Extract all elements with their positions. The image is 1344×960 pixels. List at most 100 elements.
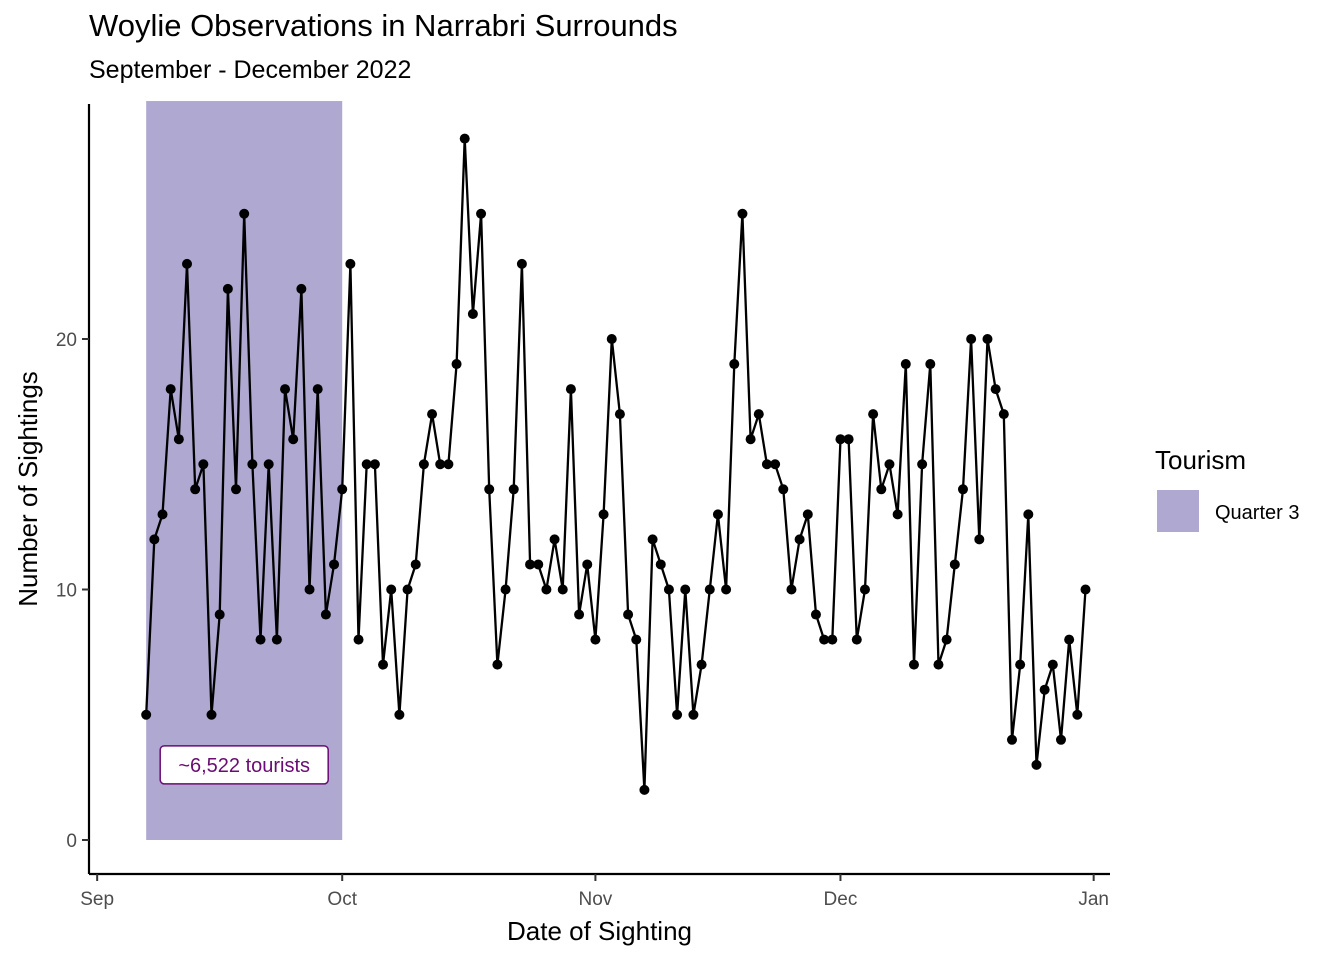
data-point (435, 459, 446, 470)
data-point (141, 709, 152, 720)
data-point (655, 559, 666, 570)
data-point (598, 509, 609, 520)
data-point (231, 484, 242, 495)
y-axis-title: Number of Sightings (13, 371, 43, 607)
data-point (957, 484, 968, 495)
data-point (288, 434, 299, 445)
data-point (745, 434, 756, 445)
data-point (271, 634, 282, 645)
data-point (868, 409, 879, 420)
chart-subtitle: September - December 2022 (89, 56, 412, 84)
data-point (190, 484, 201, 495)
data-point (247, 459, 258, 470)
x-tick-label: Jan (1078, 889, 1109, 910)
data-point (329, 559, 340, 570)
data-point (819, 634, 830, 645)
data-point (312, 384, 323, 395)
data-point (492, 659, 503, 670)
data-point (966, 334, 977, 344)
data-point (1055, 734, 1066, 745)
data-point (859, 584, 870, 595)
data-point (778, 484, 789, 495)
data-point (933, 659, 944, 670)
data-point (900, 359, 911, 370)
data-point (647, 534, 658, 545)
data-point (557, 584, 568, 595)
data-point (296, 283, 307, 294)
data-point (590, 634, 601, 645)
data-point (802, 509, 813, 520)
sightings-line (145, 137, 1087, 792)
tourists-label: ~6,522 tourists (178, 755, 310, 777)
data-point (663, 584, 674, 595)
legend-label: Quarter 3 (1215, 502, 1299, 524)
data-point (1015, 659, 1026, 670)
data-point (876, 484, 887, 495)
data-point (549, 534, 560, 545)
data-point (525, 559, 536, 570)
data-point (737, 208, 748, 219)
x-tick-label: Dec (824, 889, 858, 910)
data-point (320, 609, 331, 620)
data-point (1080, 584, 1091, 595)
data-point (770, 459, 781, 470)
data-point (541, 584, 552, 595)
data-point (255, 634, 266, 645)
data-point (1047, 659, 1058, 670)
data-point (1072, 709, 1083, 720)
data-point (974, 534, 985, 545)
data-point (182, 258, 193, 269)
data-point (263, 459, 274, 470)
data-point (500, 584, 511, 595)
data-point (198, 459, 209, 470)
data-point (712, 509, 723, 520)
data-point (623, 609, 634, 620)
data-point (394, 709, 405, 720)
data-point (157, 509, 168, 520)
data-point (1064, 634, 1075, 645)
data-point (1039, 684, 1050, 695)
data-point (925, 359, 936, 370)
data-point (173, 434, 184, 445)
data-point (418, 459, 429, 470)
data-point (810, 609, 821, 620)
data-point (582, 559, 593, 570)
data-point (761, 459, 772, 470)
data-point (688, 709, 699, 720)
data-point (533, 559, 544, 570)
data-point (361, 459, 372, 470)
data-point (378, 659, 389, 670)
data-point (794, 534, 805, 545)
data-point (1023, 509, 1034, 520)
data-point (565, 384, 576, 395)
data-point (467, 308, 478, 319)
data-point (451, 359, 462, 370)
data-point (484, 484, 495, 495)
data-point (149, 534, 160, 545)
y-tick-label: 20 (56, 330, 77, 351)
data-point (443, 459, 454, 470)
data-point (917, 459, 928, 470)
data-point (639, 784, 650, 795)
data-point (827, 634, 838, 645)
data-point (402, 584, 413, 595)
data-point (508, 484, 519, 495)
legend-title: Tourism (1155, 445, 1246, 475)
data-point (990, 384, 1001, 395)
data-point (1031, 759, 1042, 770)
data-point (631, 634, 642, 645)
data-point (516, 258, 527, 269)
data-point (337, 484, 348, 495)
data-point (280, 384, 291, 395)
data-point (982, 334, 993, 344)
data-point (476, 208, 487, 219)
data-point (941, 634, 952, 645)
data-point (892, 509, 903, 520)
data-point (369, 459, 380, 470)
y-tick-label: 10 (56, 581, 77, 602)
data-point (908, 659, 919, 670)
data-point (410, 559, 421, 570)
x-axis-title: Date of Sighting (507, 916, 692, 946)
data-point (843, 434, 854, 445)
data-point (696, 659, 707, 670)
